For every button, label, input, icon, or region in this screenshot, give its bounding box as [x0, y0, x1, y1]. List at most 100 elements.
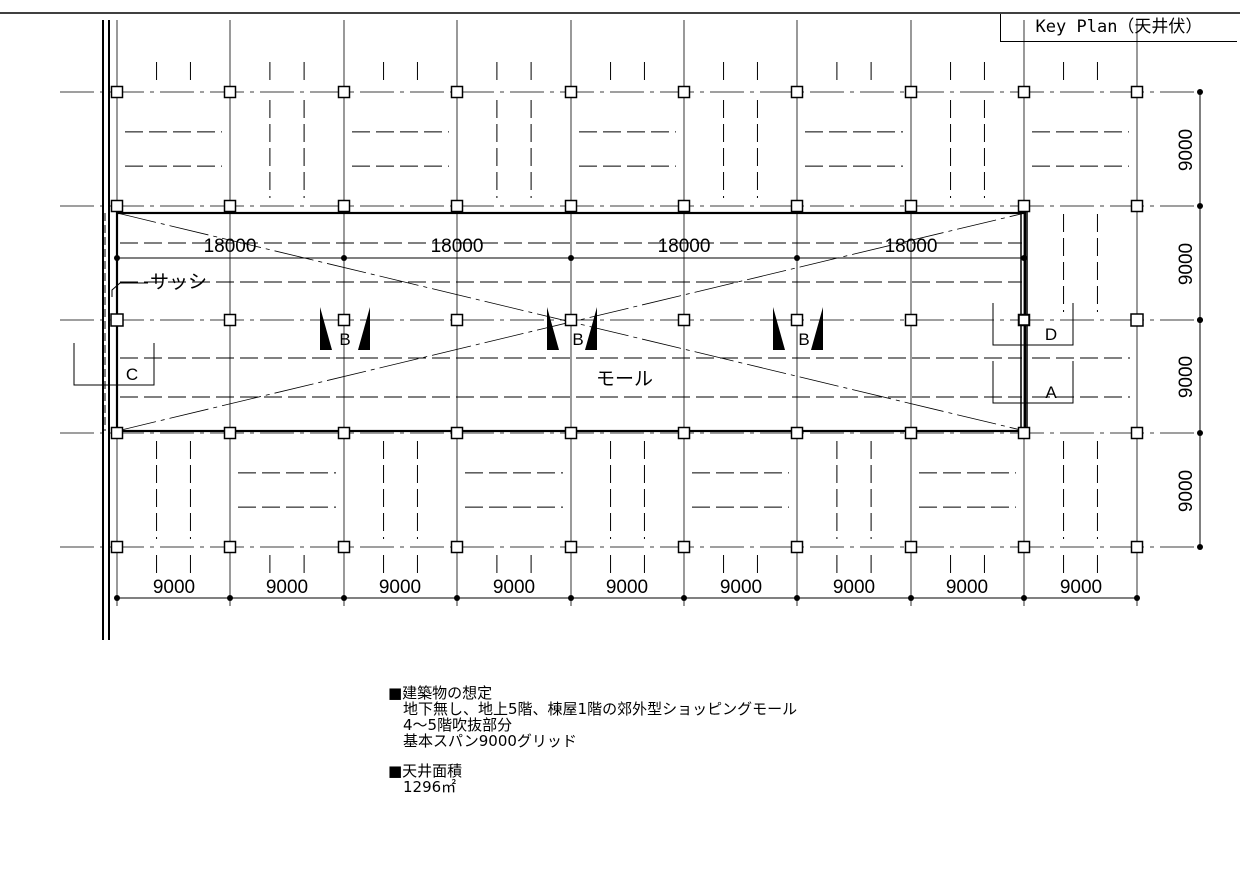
column-3-9 [1130, 426, 1144, 440]
building-line-3: 基本スパン9000グリッド [403, 732, 577, 750]
column-1-3 [450, 199, 464, 213]
column-2-1 [223, 313, 237, 327]
column-1-7 [904, 199, 918, 213]
section-marker-a [992, 361, 1074, 404]
column-4-3 [450, 540, 464, 554]
bottom-dim-4: 9000 [493, 577, 535, 598]
bottom-dim-8: 9000 [946, 577, 988, 598]
column-1-1 [223, 199, 237, 213]
column-3-2 [337, 426, 351, 440]
column-0-4 [564, 85, 578, 99]
bottom-dim-3: 9000 [379, 577, 421, 598]
bottom-dim-9: 9000 [1060, 577, 1102, 598]
column-1-6 [790, 199, 804, 213]
bottom-dim-5: 9000 [606, 577, 648, 598]
section-marker-b-3 [773, 307, 823, 350]
column-2-4 [564, 313, 578, 327]
section-marker-b-1 [320, 307, 370, 350]
column-2-7 [904, 313, 918, 327]
column-3-3 [450, 426, 464, 440]
column-0-8 [1017, 85, 1031, 99]
area-section: ■天井面積 1296㎡ [388, 763, 797, 795]
column-2-5 [677, 313, 691, 327]
section-label-a: A [1045, 383, 1057, 402]
column-mid-left [110, 313, 124, 327]
section-label-b-2: B [572, 330, 583, 349]
mall-dim-2: 18000 [431, 236, 484, 257]
column-0-2 [337, 85, 351, 99]
column-4-5 [677, 540, 691, 554]
column-1-0 [110, 199, 124, 213]
column-1-4 [564, 199, 578, 213]
bottom-dim-6: 9000 [720, 577, 762, 598]
column-4-9 [1130, 540, 1144, 554]
structural-columns [110, 85, 1144, 554]
section-label-d: D [1045, 325, 1057, 344]
mall-dim-dot-0 [114, 255, 120, 261]
column-4-7 [904, 540, 918, 554]
column-0-6 [790, 85, 804, 99]
section-marker-c [73, 343, 155, 386]
column-2-3 [450, 313, 464, 327]
mall-dim-dot-3 [794, 255, 800, 261]
column-3-0 [110, 426, 124, 440]
column-2-6 [790, 313, 804, 327]
right-dim-1: 9000 [1176, 129, 1197, 171]
column-4-6 [790, 540, 804, 554]
section-label-c: C [126, 365, 138, 384]
column-1-2 [337, 199, 351, 213]
mall-dim-dot-1 [341, 255, 347, 261]
column-4-8 [1017, 540, 1031, 554]
building-heading: ■建築物の想定 [388, 684, 493, 702]
building-line-1: 地下無し、地上5階、棟屋1階の郊外型ショッピングモール [403, 700, 798, 718]
column-1-5 [677, 199, 691, 213]
building-section: ■建築物の想定 地下無し、地上5階、棟屋1階の郊外型ショッピングモール 4～5階… [388, 685, 797, 749]
ceiling-panels [120, 62, 1130, 575]
column-0-5 [677, 85, 691, 99]
column-1-8 [1017, 199, 1031, 213]
right-dim-2: 9000 [1176, 243, 1197, 285]
column-3-4 [564, 426, 578, 440]
column-4-4 [564, 540, 578, 554]
column-0-3 [450, 85, 464, 99]
column-0-7 [904, 85, 918, 99]
mall-dim-4: 18000 [885, 236, 938, 257]
section-marker-b-2 [547, 307, 597, 350]
column-0-0 [110, 85, 124, 99]
column-4-2 [337, 540, 351, 554]
column-0-1 [223, 85, 237, 99]
mall-label: モール [596, 368, 653, 390]
area-value: 1296㎡ [403, 778, 457, 796]
column-mid-void [1018, 314, 1030, 326]
section-label-b-1: B [339, 330, 350, 349]
column-4-0 [110, 540, 124, 554]
bottom-dim-2: 9000 [266, 577, 308, 598]
mall-dim-3: 18000 [658, 236, 711, 257]
building-notes: ■建築物の想定 地下無し、地上5階、棟屋1階の郊外型ショッピングモール 4～5階… [388, 685, 797, 809]
column-mid-right [1130, 313, 1144, 327]
right-dim-4: 9000 [1176, 470, 1197, 512]
column-1-9 [1130, 199, 1144, 213]
column-3-7 [904, 426, 918, 440]
sash-label: サッシ [150, 271, 207, 293]
mall-dim-1: 18000 [204, 236, 257, 257]
sash-leader [111, 282, 148, 297]
building-line-2: 4～5階吹抜部分 [403, 716, 513, 734]
section-marker-d [992, 303, 1074, 346]
column-0-9 [1130, 85, 1144, 99]
area-heading: ■天井面積 [388, 762, 463, 780]
bottom-dim-1: 9000 [153, 577, 195, 598]
column-2-2 [337, 313, 351, 327]
section-label-b-3: B [798, 330, 809, 349]
mall-dim-dot-4 [1021, 255, 1027, 261]
column-3-5 [677, 426, 691, 440]
key-plan-title: Key Plan（天井伏） [1000, 14, 1237, 42]
column-3-8 [1017, 426, 1031, 440]
column-3-1 [223, 426, 237, 440]
mall-dim-dot-2 [568, 255, 574, 261]
column-3-6 [790, 426, 804, 440]
bottom-dim-7: 9000 [833, 577, 875, 598]
grid-lines [60, 20, 1200, 606]
right-dim-3: 9000 [1176, 356, 1197, 398]
